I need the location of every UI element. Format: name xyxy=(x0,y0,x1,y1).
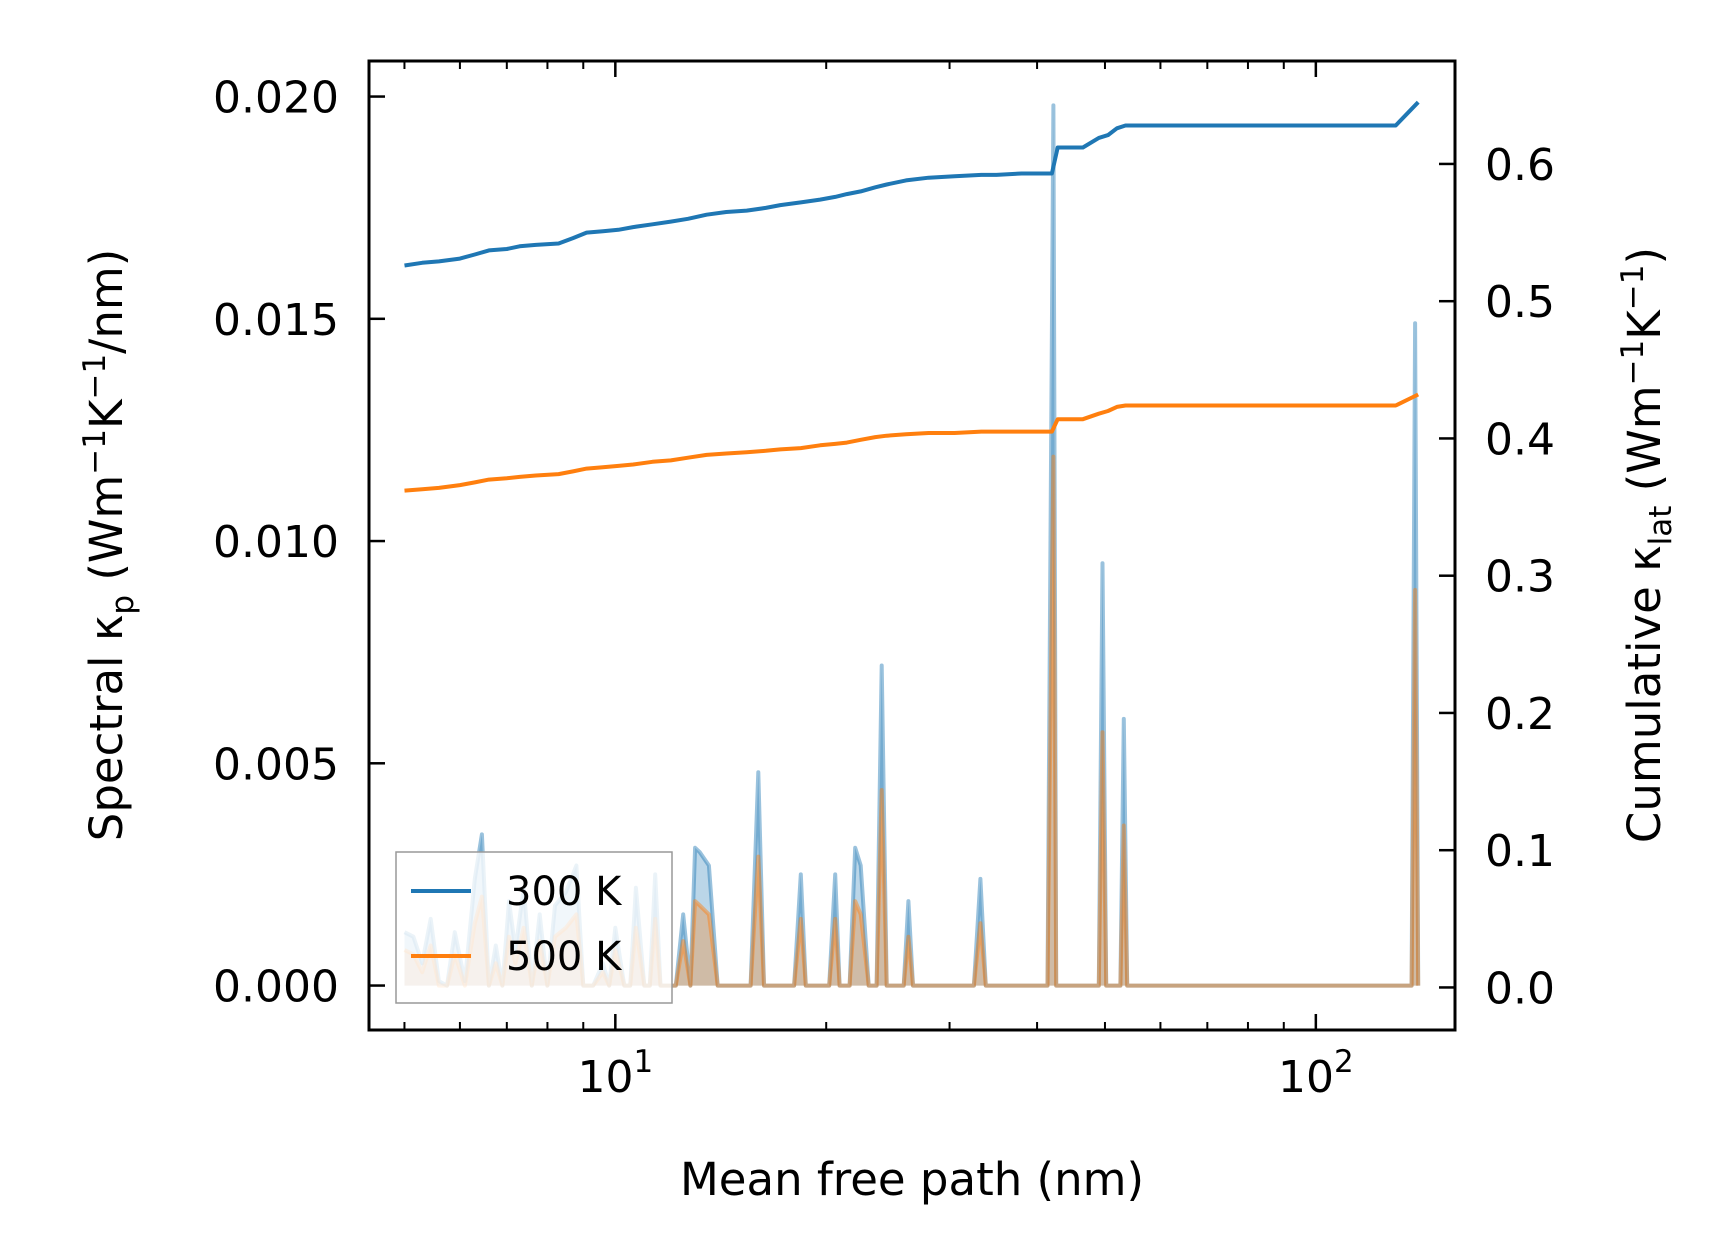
legend-label-300k: 300 K xyxy=(506,869,623,915)
plot-frame xyxy=(367,59,1457,1032)
y-left-tick-label: 0.020 xyxy=(213,73,339,124)
legend-label-500k: 500 K xyxy=(506,934,623,980)
x-axis-label: Mean free path (nm) xyxy=(680,1153,1144,1206)
y-right-tick-label: 0.6 xyxy=(1485,140,1555,191)
cumulative-layer xyxy=(404,100,1420,493)
cumulative-line-500k xyxy=(404,392,1420,493)
legend-frame xyxy=(395,851,673,1004)
legend: 300 K 500 K xyxy=(395,851,673,1004)
y-right-tick-label: 0.3 xyxy=(1485,552,1555,603)
y-left-tick-label: 0.000 xyxy=(213,962,339,1013)
y-left-tick-label: 0.010 xyxy=(213,517,339,568)
x-tick-label: 102 xyxy=(1278,1044,1354,1103)
x-tick-label: 101 xyxy=(577,1044,653,1103)
y-left-tick-label: 0.005 xyxy=(213,739,339,790)
y-left-tick-label: 0.015 xyxy=(213,295,339,346)
ticks-layer: 101 102 0.000 0.005 0.010 0.015 0.020 0.0 0.1 0.2… xyxy=(213,61,1555,1103)
y-right-tick-label: 0.2 xyxy=(1485,689,1555,740)
y-right-tick-label: 0.0 xyxy=(1485,963,1555,1014)
right-axis-label: Cumulative κlat (Wm−1K−1) xyxy=(1615,247,1679,843)
y-right-tick-label: 0.4 xyxy=(1485,414,1555,465)
left-axis-label: Spectral κp (Wm−1K−1/nm) xyxy=(77,249,141,842)
y-right-tick-label: 0.1 xyxy=(1485,826,1555,877)
y-right-tick-label: 0.5 xyxy=(1485,277,1555,328)
cumulative-line-300k xyxy=(404,100,1420,268)
